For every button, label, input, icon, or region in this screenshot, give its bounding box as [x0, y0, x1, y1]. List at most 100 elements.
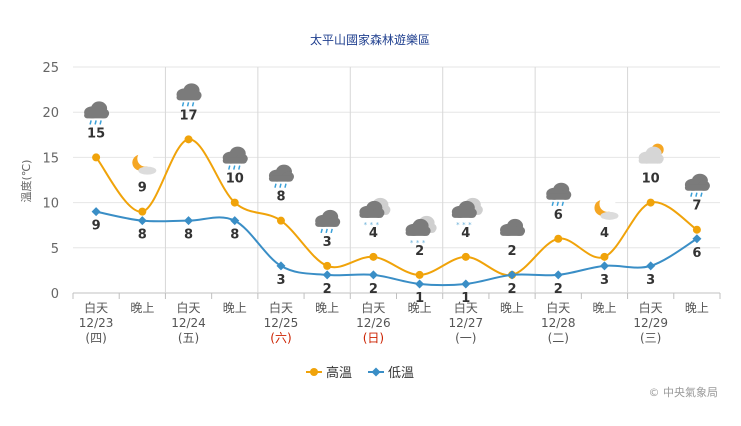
svg-text:*: *	[376, 221, 380, 229]
high-temp-label: 4	[600, 226, 609, 241]
high-temp-point	[184, 135, 193, 144]
low-temp-point	[184, 216, 194, 226]
y-tick-label: 10	[42, 197, 59, 212]
high-temp-point	[230, 198, 239, 207]
low-temp-point	[322, 270, 332, 280]
legend-label: 低溫	[388, 366, 414, 381]
x-label-period: 白天	[546, 300, 570, 315]
high-temp-point	[323, 261, 332, 270]
low-temp-label: 3	[276, 273, 285, 288]
svg-text:*: *	[422, 239, 426, 247]
high-temp-label: 15	[87, 126, 105, 141]
high-temp-label: 10	[642, 172, 660, 187]
credit-text: © 中央氣象局	[649, 385, 719, 399]
low-temp-label: 2	[369, 282, 378, 297]
high-temp-label: 8	[276, 190, 285, 205]
x-label-period: 晚上	[500, 301, 524, 315]
low-temp-point	[230, 216, 240, 226]
high-temp-label: 17	[179, 108, 197, 123]
rain-cloud-icon	[315, 209, 341, 234]
high-temp-point	[646, 198, 655, 207]
x-label-period: 晚上	[130, 301, 154, 315]
low-temp-label: 2	[554, 282, 563, 297]
rain-cloud-icon	[684, 173, 710, 197]
rain-cloud-icon	[176, 83, 202, 107]
legend-item-high[interactable]: 高溫	[306, 365, 352, 381]
svg-text:*: *	[468, 221, 472, 229]
y-tick-label: 15	[42, 151, 59, 166]
svg-text:*: *	[370, 221, 374, 229]
series-line-low	[95, 210, 698, 287]
chart-title: 太平山國家森林遊樂區	[310, 32, 430, 47]
legend-marker	[371, 367, 381, 377]
y-tick-label: 20	[42, 106, 59, 121]
moon-cloud-icon	[132, 150, 157, 175]
x-label-weekday: (六)	[270, 331, 291, 345]
low-temp-point	[137, 216, 147, 226]
high-temp-point	[276, 216, 285, 225]
low-temp-label: 1	[461, 291, 470, 306]
svg-text:*: *	[364, 221, 368, 229]
low-temp-point	[415, 279, 425, 289]
x-label-weekday: (二)	[548, 331, 569, 345]
sun-cloud-icon	[638, 143, 664, 164]
x-label-period: 晚上	[685, 301, 709, 315]
low-temp-label: 2	[323, 282, 332, 297]
x-label-period: 晚上	[408, 301, 432, 315]
legend-label: 高溫	[326, 365, 352, 381]
y-tick-label: 5	[51, 242, 59, 257]
x-label-weekday: (一)	[455, 331, 476, 345]
low-temp-point	[507, 270, 517, 280]
snow-rain-cloud-icon: * * *	[405, 215, 437, 247]
x-label-weekday: (四)	[85, 331, 106, 345]
svg-text:*: *	[456, 221, 460, 229]
high-temp-label: 2	[415, 244, 424, 259]
x-label-date: 12/29	[633, 316, 668, 330]
high-temp-label: 10	[226, 172, 244, 187]
legend[interactable]: 高溫 低溫	[306, 365, 414, 381]
low-temp-label: 6	[692, 246, 701, 261]
high-temp-point	[92, 153, 101, 162]
series-lines: 15 9 17 10 8 3 4 2 4 2 6 4 10 7 9 8 8 8 3 2 2 1 1 2 2 3 3 6	[87, 108, 701, 306]
low-temp-point	[553, 270, 563, 280]
low-temp-label: 3	[600, 273, 609, 288]
high-temp-label: 6	[554, 208, 563, 223]
high-temp-label: 9	[138, 181, 147, 196]
x-label-period: 晚上	[592, 301, 616, 315]
high-temp-point	[415, 270, 424, 279]
x-label-date: 12/24	[171, 316, 206, 330]
low-temp-label: 9	[92, 219, 101, 234]
legend-item-low[interactable]: 低溫	[368, 366, 414, 381]
y-tick-label: 25	[42, 61, 59, 76]
x-label-date: 12/28	[541, 316, 576, 330]
svg-text:*: *	[462, 221, 466, 229]
rain-cloud-icon	[84, 101, 110, 125]
high-temp-label: 4	[369, 226, 378, 241]
high-temp-label: 3	[323, 235, 332, 250]
grid	[72, 66, 721, 299]
x-label-period: 白天	[84, 300, 108, 315]
x-label-weekday: (三)	[640, 331, 661, 345]
x-label-weekday: (五)	[178, 331, 199, 345]
x-label-date: 12/25	[264, 316, 299, 330]
y-axis-label: 溫度(℃)	[19, 160, 33, 203]
svg-text:*: *	[416, 239, 420, 247]
low-temp-point	[91, 207, 101, 217]
high-temp-label: 2	[508, 244, 517, 259]
high-temp-point	[461, 252, 470, 261]
moon-cloud-icon	[594, 195, 619, 220]
svg-text:*: *	[410, 239, 414, 247]
rain-cloud-icon	[268, 164, 294, 188]
x-label-period: 白天	[177, 300, 201, 315]
low-temp-label: 1	[415, 291, 424, 306]
snow-rain-cloud-icon: * * *	[359, 197, 391, 229]
weather-icons: * * ** * ** * *	[84, 83, 710, 247]
x-label-date: 12/27	[449, 316, 484, 330]
x-label-period: 白天	[639, 300, 663, 315]
low-temp-point	[646, 261, 656, 271]
high-temp-point	[600, 252, 609, 261]
y-axis-ticks: 0 5 10 15 20 25	[42, 61, 59, 302]
low-temp-point	[461, 279, 471, 289]
y-tick-label: 0	[51, 287, 59, 302]
